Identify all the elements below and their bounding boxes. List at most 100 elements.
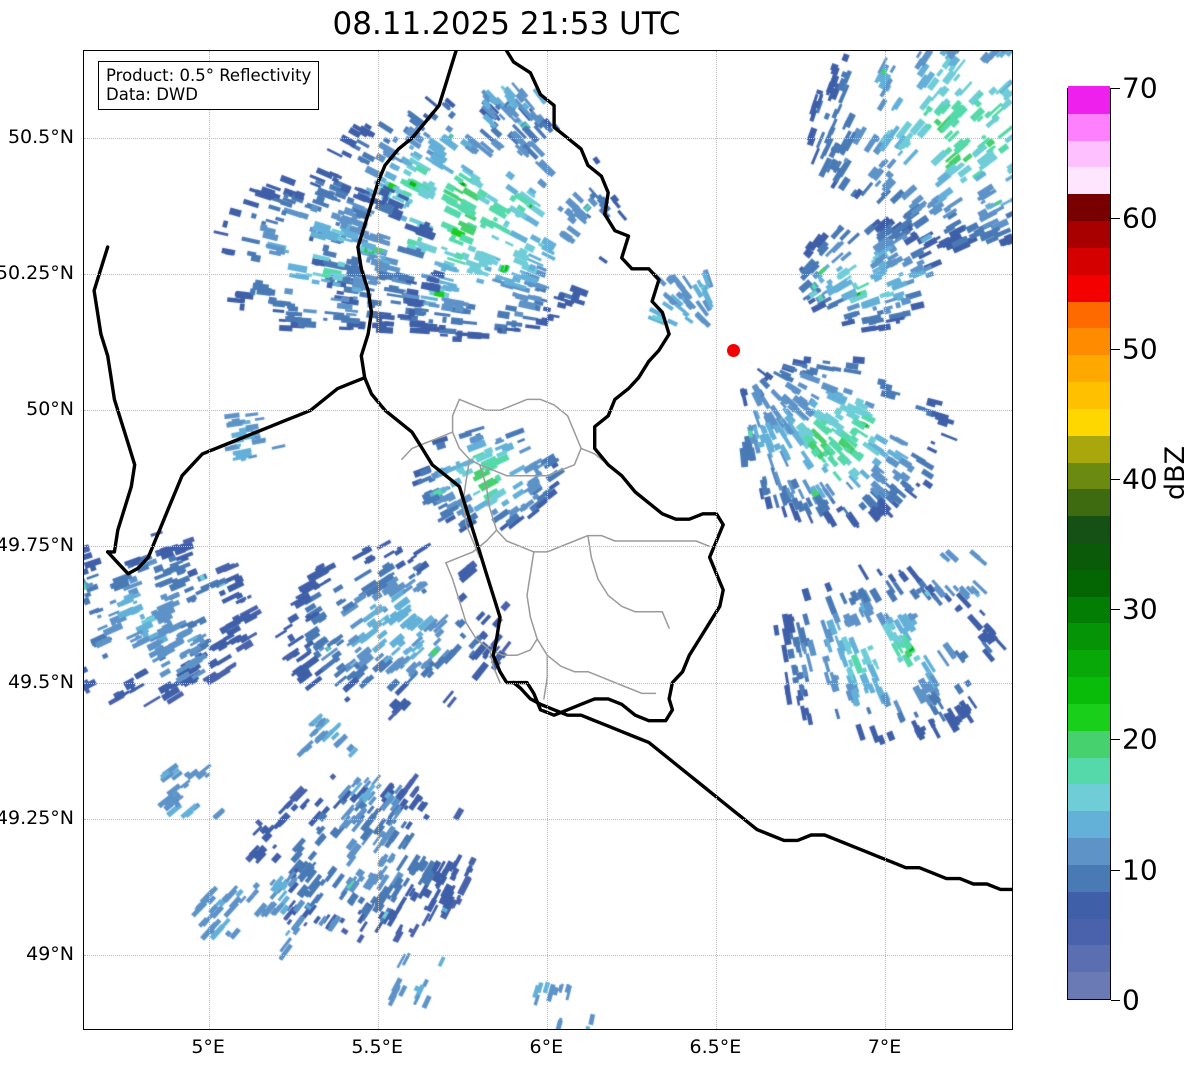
colorbar-band [1068, 354, 1110, 383]
colorbar-tick [1111, 348, 1120, 350]
annotation-box: Product: 0.5° Reflectivity Data: DWD [98, 61, 320, 110]
x-tick-label: 6.5°E [689, 1036, 742, 1058]
admin-border [462, 458, 481, 559]
y-tick [83, 138, 84, 139]
colorbar-tick-label: 30 [1122, 592, 1158, 626]
annotation-product: Product: 0.5° Reflectivity [106, 66, 312, 85]
y-tick [83, 274, 84, 275]
colorbar-tick [1111, 869, 1120, 871]
gridline-vertical [209, 51, 211, 1029]
colorbar-band [1068, 301, 1110, 329]
colorbar-tick-label: 20 [1122, 722, 1158, 756]
gridline-vertical [378, 51, 380, 1029]
colorbar-band [1068, 837, 1110, 865]
colorbar-band [1068, 193, 1110, 222]
colorbar-tick [1111, 478, 1120, 480]
national-boundaries [92, 51, 1012, 892]
colorbar-tick-label: 10 [1122, 853, 1158, 887]
admin-boundaries [401, 398, 711, 700]
admin-border [587, 670, 657, 695]
y-tick-label: 50.5°N [7, 126, 74, 149]
colorbar-band [1068, 810, 1110, 839]
colorbar-tick [1111, 88, 1120, 89]
annotation-data: Data: DWD [106, 85, 198, 104]
colorbar-band [1068, 730, 1110, 758]
admin-border [401, 431, 454, 461]
colorbar-tick-label: 0 [1122, 983, 1140, 1017]
y-tick-label: 50°N [26, 398, 74, 421]
colorbar-band [1068, 971, 1110, 999]
colorbar-band [1068, 944, 1110, 973]
admin-border [587, 534, 670, 629]
national-border [92, 245, 137, 554]
x-tick-label: 6°E [529, 1036, 564, 1058]
colorbar[interactable] [1067, 86, 1111, 1000]
colorbar-band [1068, 891, 1110, 919]
colorbar-band [1068, 864, 1110, 892]
x-tick-label: 5.5°E [351, 1036, 404, 1058]
gridline-horizontal [84, 274, 1012, 276]
colorbar-tick-label: 40 [1122, 462, 1158, 496]
colorbar-tick [1111, 609, 1120, 611]
national-border [106, 376, 367, 576]
colorbar-band [1068, 488, 1110, 517]
radar-map-plot[interactable]: Product: 0.5° Reflectivity Data: DWD [83, 50, 1013, 1030]
gridline-horizontal [84, 682, 1012, 684]
colorbar-band [1068, 622, 1110, 651]
gridline-horizontal [84, 138, 1012, 140]
y-tick [83, 683, 84, 684]
colorbar-band [1068, 408, 1110, 436]
page-title: 08.11.2025 21:53 UTC [332, 6, 681, 42]
admin-border [458, 398, 582, 450]
national-border [504, 51, 725, 723]
y-tick-label: 49.75°N [0, 534, 74, 557]
colorbar-tick-label: 60 [1122, 201, 1158, 235]
gridline-vertical [716, 51, 718, 1029]
x-tick-label: 5°E [191, 1036, 225, 1058]
y-tick-label: 49.25°N [0, 806, 74, 829]
colorbar-band [1068, 542, 1110, 570]
colorbar-band [1068, 703, 1110, 731]
y-tick-label: 50.25°N [0, 262, 74, 285]
gridline-vertical [547, 51, 549, 1029]
colorbar-band [1068, 247, 1110, 275]
colorbar-band [1068, 783, 1110, 812]
colorbar-band [1068, 676, 1110, 704]
admin-border [451, 398, 582, 477]
colorbar-band [1068, 435, 1110, 463]
radar-site-marker [726, 343, 740, 357]
gridline-horizontal [84, 818, 1012, 820]
colorbar-band [1068, 381, 1110, 409]
admin-border [478, 464, 711, 553]
colorbar-band [1068, 166, 1110, 195]
colorbar-band [1068, 757, 1110, 785]
y-tick [83, 955, 84, 956]
y-tick-label: 49.5°N [7, 670, 74, 693]
map-boundaries-layer [92, 51, 1012, 892]
colorbar-band [1068, 220, 1110, 248]
colorbar-band [1068, 515, 1110, 543]
y-tick [83, 819, 84, 820]
gridline-horizontal [84, 954, 1012, 956]
y-tick [83, 546, 84, 547]
colorbar-tick [1111, 1000, 1120, 1001]
colorbar-band [1068, 274, 1110, 302]
colorbar-tick-label: 50 [1122, 332, 1158, 366]
colorbar-band [1068, 113, 1110, 141]
national-border [356, 51, 516, 685]
gridline-horizontal [84, 546, 1012, 548]
colorbar-band [1068, 569, 1110, 597]
y-tick [83, 410, 84, 411]
colorbar-band [1068, 327, 1110, 356]
colorbar-band [1068, 596, 1110, 624]
colorbar-band [1068, 649, 1110, 678]
admin-border [526, 551, 589, 673]
admin-border [445, 562, 538, 657]
colorbar-tick [1111, 218, 1120, 220]
x-tick-label: 7°E [867, 1036, 902, 1058]
gridline-vertical [885, 51, 887, 1029]
colorbar-band [1068, 917, 1110, 946]
colorbar-tick [1111, 739, 1120, 741]
y-tick-label: 49°N [26, 942, 74, 965]
colorbar-band [1068, 86, 1110, 114]
